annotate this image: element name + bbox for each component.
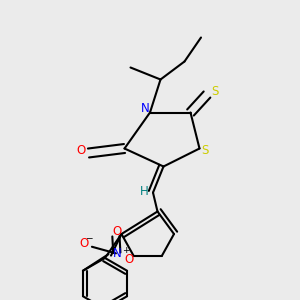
Text: S: S [211, 85, 218, 98]
Text: H: H [140, 185, 148, 198]
Text: −: − [85, 233, 93, 242]
Text: S: S [201, 143, 208, 157]
Text: O: O [113, 225, 122, 238]
Text: O: O [76, 143, 85, 157]
Text: O: O [80, 237, 89, 250]
Text: N: N [112, 247, 121, 260]
Text: O: O [124, 253, 134, 266]
Text: N: N [141, 101, 150, 115]
Text: +: + [122, 246, 130, 255]
